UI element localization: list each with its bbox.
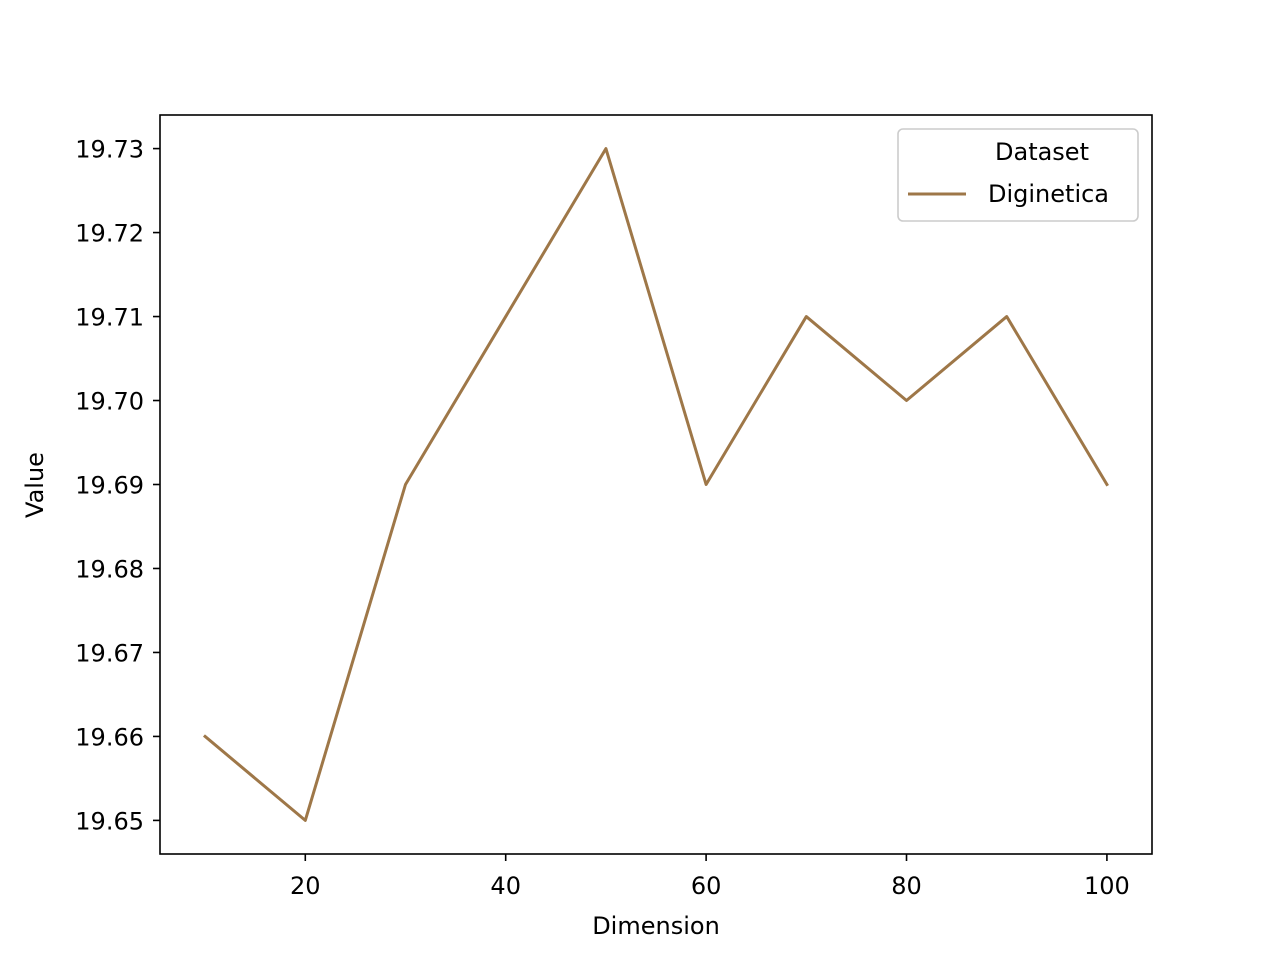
x-tick-label: 80: [891, 872, 922, 900]
y-tick-label: 19.66: [75, 723, 144, 751]
y-tick-label: 19.67: [75, 639, 144, 667]
x-tick-label: 100: [1084, 872, 1130, 900]
legend-box: [897, 128, 1139, 222]
y-tick-label: 19.73: [75, 136, 144, 164]
legend-entry-diginetica: Diginetica: [988, 180, 1109, 208]
series-line-diginetica: [202, 147, 1109, 822]
y-tick-label: 19.71: [75, 304, 144, 332]
y-tick-label: 19.65: [75, 807, 144, 835]
y-tick-label: 19.72: [75, 220, 144, 248]
y-axis-label: Value: [21, 452, 49, 518]
x-axis-label: Dimension: [592, 912, 720, 940]
x-tick-label: 40: [490, 872, 521, 900]
series-layer: [202, 147, 1109, 822]
x-tick-label: 60: [691, 872, 722, 900]
x-axis-ticks: 20 40 60 80 100: [290, 854, 1130, 900]
plot-area: [160, 115, 1152, 854]
legend-title: Dataset: [995, 138, 1089, 166]
y-tick-label: 19.68: [75, 555, 144, 583]
y-tick-label: 19.70: [75, 388, 144, 416]
y-axis-ticks: 19.65 19.66 19.67 19.68 19.69 19.70 19.71 19.72…: [75, 136, 160, 835]
x-tick-label: 20: [290, 872, 321, 900]
y-tick-label: 19.69: [75, 472, 144, 500]
legend: Dataset Diginetica: [897, 128, 1139, 222]
